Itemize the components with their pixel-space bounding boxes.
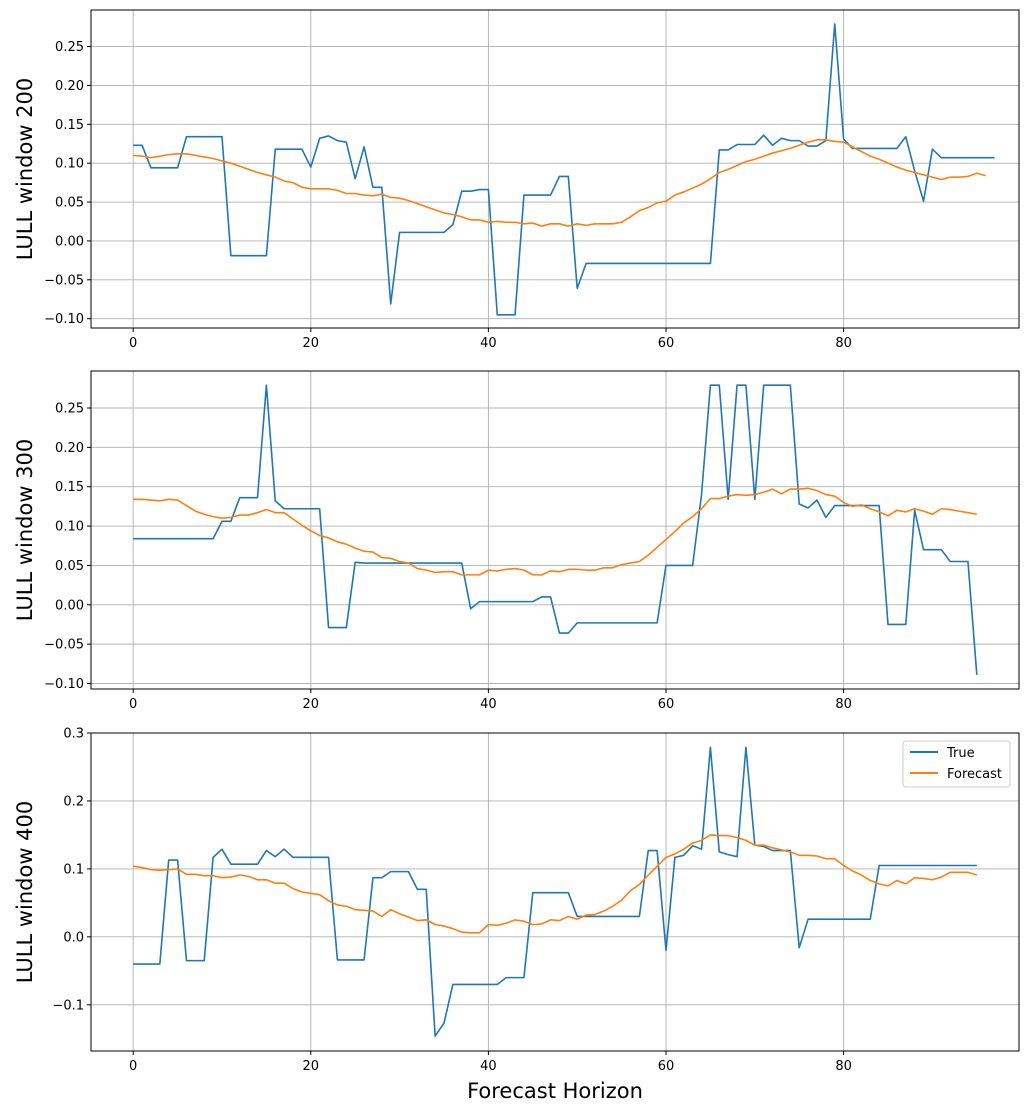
y-tick-label: −0.05	[44, 638, 84, 653]
y-tick-label: 0.10	[55, 520, 84, 535]
series-line-true	[133, 23, 995, 316]
y-tick-label: 0.00	[55, 234, 84, 249]
legend-true-label: True	[946, 746, 975, 761]
x-tick-label: 40	[480, 336, 497, 351]
x-tick-label: 20	[303, 697, 320, 712]
y-tick-label: −0.05	[44, 273, 84, 288]
plot-frame	[90, 9, 1020, 329]
x-tick-label: 0	[129, 336, 137, 351]
y-tick-label: 0.10	[55, 157, 84, 172]
y-axis-label: LULL window 300	[13, 439, 37, 622]
y-tick-label: 0.15	[55, 480, 84, 495]
x-tick-label: 20	[303, 1059, 320, 1074]
series-line-forecast	[133, 139, 986, 227]
series-line-true	[133, 384, 978, 675]
y-tick-label: 0.15	[55, 118, 84, 133]
x-tick-label: 60	[658, 336, 675, 351]
x-tick-label: 20	[303, 336, 320, 351]
x-tick-label: 40	[480, 697, 497, 712]
subplot-window-300: 0 20 40 60 80 −0.10 −0.05 0.00 0.05 0.10 0.15 0.20 0…	[13, 370, 1020, 712]
y-tick-label: 0.05	[55, 196, 84, 211]
y-axis-label: LULL window 200	[13, 78, 37, 261]
y-tick-label: 0.00	[55, 598, 84, 613]
x-axis-label: Forecast Horizon	[467, 1079, 643, 1103]
y-tick-label: 0.3	[63, 727, 84, 742]
x-tick-label: 60	[658, 1059, 675, 1074]
x-tick-label: 80	[835, 697, 852, 712]
y-tick-label: −0.10	[44, 312, 84, 327]
x-tick-label: 40	[480, 1059, 497, 1074]
y-tick-label: 0.20	[55, 441, 84, 456]
y-tick-label: 0.25	[55, 40, 84, 55]
y-axis-label: LULL window 400	[13, 801, 37, 984]
legend-forecast-label: Forecast	[947, 767, 1002, 782]
series-line-forecast	[133, 834, 978, 934]
y-tick-label: 0.20	[55, 79, 84, 94]
plot-frame	[90, 370, 1020, 690]
y-tick-label: 0.0	[63, 930, 84, 945]
legend: True Forecast	[902, 740, 1011, 788]
subplot-window-400: 0 20 40 60 80 −0.1 0.0 0.1 0.2 0.3 LULL window 400	[13, 727, 1020, 1074]
x-tick-label: 0	[129, 697, 137, 712]
x-tick-label: 60	[658, 697, 675, 712]
y-tick-label: 0.1	[63, 862, 84, 877]
y-tick-label: 0.2	[63, 794, 84, 809]
x-tick-label: 0	[129, 1059, 137, 1074]
y-tick-label: 0.25	[55, 401, 84, 416]
y-tick-label: 0.05	[55, 559, 84, 574]
series-line-forecast	[133, 487, 977, 576]
y-tick-label: −0.1	[52, 998, 84, 1013]
series-line-true	[133, 746, 977, 1037]
plot-frame	[90, 732, 1020, 1052]
y-tick-label: −0.10	[44, 677, 84, 692]
x-tick-label: 80	[835, 1059, 852, 1074]
subplot-window-200: 0 20 40 60 80 −0.10 −0.05 0.00 0.05 0.10 0.15 0.20 0…	[13, 9, 1020, 351]
x-tick-label: 80	[835, 336, 852, 351]
